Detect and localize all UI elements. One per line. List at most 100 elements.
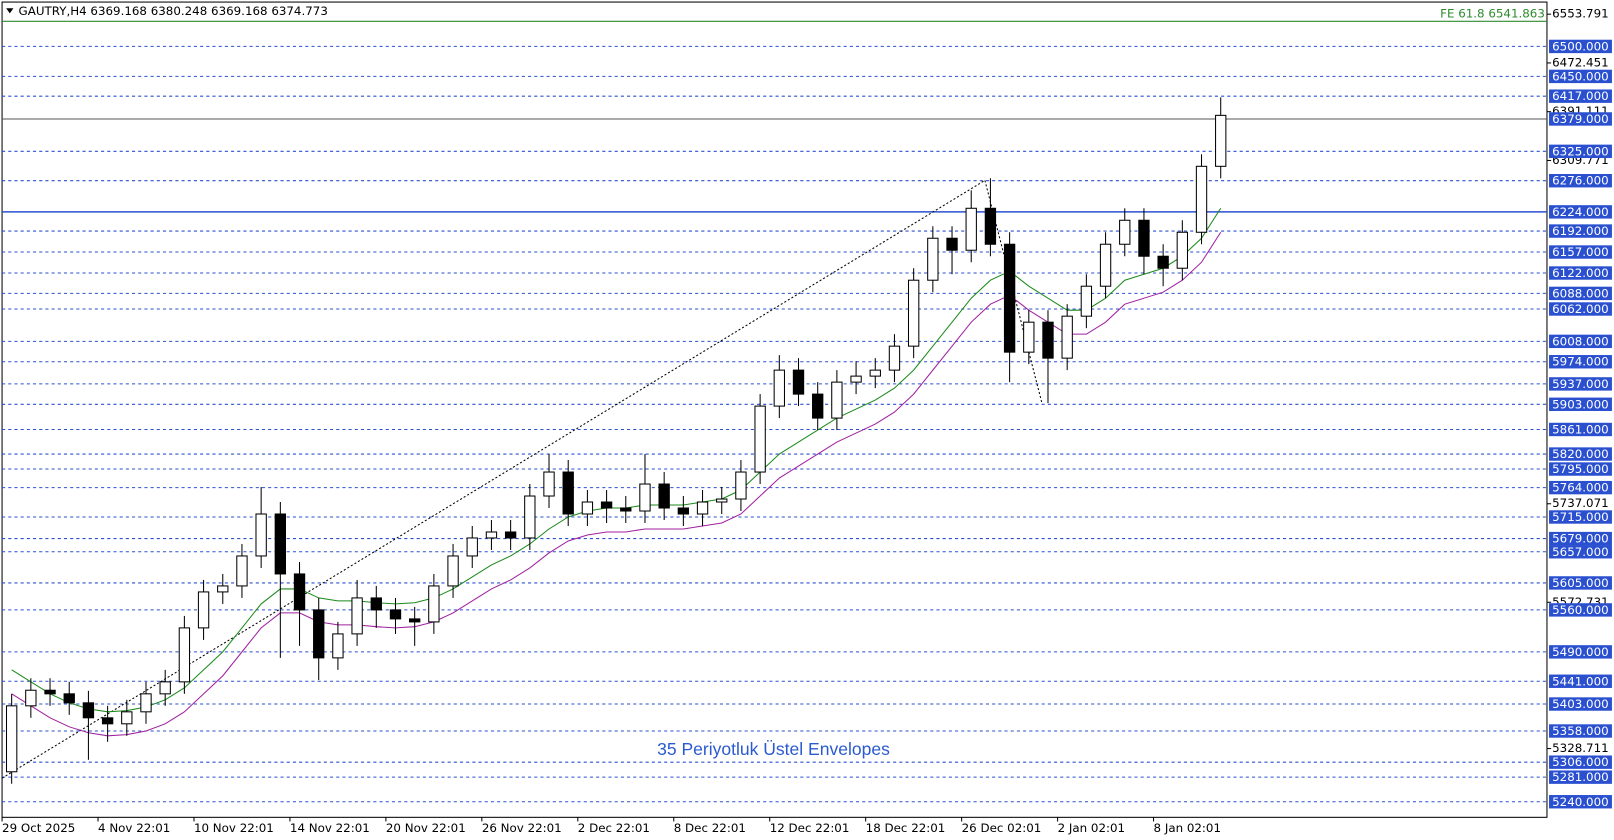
level-label: 5715.000 [1552, 510, 1609, 524]
candle-body [274, 513, 287, 575]
candle-body [620, 507, 632, 512]
fib-level-label: FE 61.8 6541.863 [1440, 7, 1545, 21]
candle-body [236, 555, 248, 587]
level-label-box [1549, 576, 1612, 590]
level-label: 6379.000 [1552, 112, 1609, 126]
level-label: 6062.000 [1552, 302, 1609, 316]
plot-frame [1, 1, 1548, 818]
y-tick-label: 6553.791 [1552, 7, 1609, 21]
x-tick-label: 26 Nov 22:01 [482, 821, 562, 835]
level-label-box [1549, 447, 1612, 461]
level-label-box [1549, 422, 1612, 437]
level-label-box [1549, 302, 1612, 316]
candle-body [888, 345, 901, 371]
level-label: 5861.000 [1552, 422, 1609, 436]
candle-body [255, 513, 267, 557]
level-label: 5240.000 [1552, 795, 1609, 809]
x-tick-label: 18 Dec 22:01 [866, 821, 946, 835]
candle-body [140, 693, 152, 713]
level-label: 5605.000 [1552, 576, 1609, 590]
candle-body [907, 279, 920, 347]
level-label: 5974.000 [1552, 355, 1609, 369]
candle-body [121, 711, 133, 725]
candle-body [485, 531, 498, 539]
level-label-box [1549, 603, 1612, 617]
level-label-box [1549, 480, 1612, 495]
level-label-box [1549, 755, 1612, 769]
level-label-box [1549, 205, 1612, 219]
level-label: 5764.000 [1552, 481, 1609, 495]
level-label-box [1549, 674, 1612, 688]
envelope-line [11, 207, 1222, 713]
level-label-box [1549, 531, 1612, 546]
candle-body [5, 705, 18, 773]
envelope-line [11, 231, 1222, 737]
candle-body [370, 597, 382, 611]
menu-arrow[interactable] [6, 8, 14, 14]
level-label: 6224.000 [1552, 205, 1609, 219]
x-tick-label: 2 Jan 02:01 [1058, 821, 1125, 835]
level-label-box [1549, 795, 1612, 809]
candle-body [101, 717, 114, 725]
level-label-box [1549, 545, 1612, 559]
chart-header: GAUTRY,H4 6369.168 6380.248 6369.168 637… [19, 4, 328, 18]
level-label: 6325.000 [1552, 144, 1609, 158]
level-label: 5441.000 [1552, 674, 1609, 688]
level-label: 5795.000 [1552, 462, 1609, 476]
candle-body [831, 381, 843, 419]
level-label: 6192.000 [1552, 224, 1609, 238]
candle-body [351, 597, 363, 635]
level-label: 6417.000 [1552, 89, 1609, 103]
x-tick-label: 20 Nov 22:01 [386, 821, 466, 835]
level-label: 6157.000 [1552, 245, 1609, 259]
candle-body [562, 471, 574, 515]
candle-body [82, 702, 95, 719]
level-label-box [1549, 462, 1612, 476]
candle-body [217, 585, 229, 593]
y-tick-label: 5737.071 [1552, 496, 1609, 510]
candle-body [524, 495, 536, 539]
candle-body [313, 609, 325, 659]
level-label-box [1549, 144, 1612, 159]
level-label-box [1549, 89, 1612, 103]
candle-body [1099, 243, 1112, 287]
candle-body [44, 689, 56, 695]
level-label: 5820.000 [1552, 447, 1609, 461]
candle-body [1042, 321, 1054, 359]
candle-body [984, 207, 997, 245]
x-tick-label: 8 Dec 22:01 [674, 821, 746, 835]
x-tick-label: 2 Dec 22:01 [578, 821, 650, 835]
candle-body [466, 537, 478, 557]
candle-body [159, 681, 171, 695]
level-label-box [1549, 334, 1612, 349]
candle-body [773, 369, 785, 407]
level-label: 6500.000 [1552, 39, 1609, 53]
y-tick-label: 6472.451 [1552, 55, 1609, 69]
candle-body [639, 483, 651, 512]
candle-body [850, 375, 862, 383]
level-label: 5306.000 [1552, 755, 1609, 769]
level-label-box [1549, 770, 1612, 784]
x-tick-label: 26 Dec 02:01 [962, 821, 1042, 835]
y-tick-label: 5328.711 [1552, 741, 1609, 755]
level-label-box [1549, 224, 1612, 238]
level-label-box [1549, 245, 1612, 259]
level-label: 6008.000 [1552, 334, 1609, 348]
candle-body [600, 501, 613, 509]
candle-body [1119, 219, 1131, 245]
annotation: 35 Periyotluk Üstel Envelopes [657, 739, 890, 759]
level-label: 6088.000 [1552, 286, 1609, 300]
candle-body [332, 633, 344, 659]
candle-body [677, 507, 690, 515]
level-label-box [1549, 397, 1612, 411]
x-tick-label: 14 Nov 22:01 [290, 821, 370, 835]
candle-body [447, 555, 459, 587]
candle-body [63, 693, 75, 704]
level-label-box [1549, 377, 1612, 391]
candle-body [1003, 243, 1016, 353]
candle-body [389, 609, 402, 620]
candle-body [946, 237, 958, 251]
level-label: 6122.000 [1552, 266, 1609, 280]
level-label-box [1549, 724, 1612, 738]
